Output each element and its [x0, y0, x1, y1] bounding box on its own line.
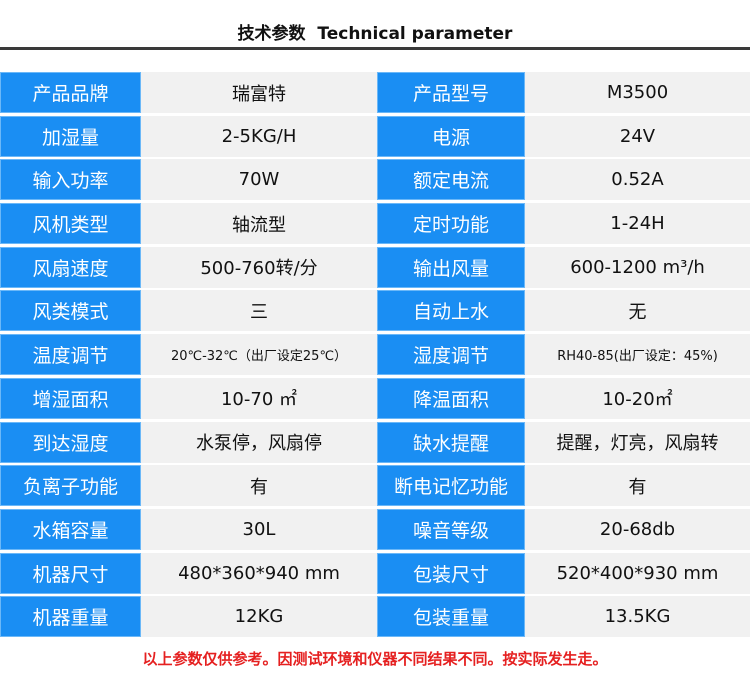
table-row: 机器尺寸 480*360*940 mm 包装尺寸 520*400*930 mm	[0, 552, 750, 597]
spec-label: 额定电流	[377, 159, 525, 201]
spec-value: 有	[525, 465, 750, 507]
spec-label: 包装重量	[377, 596, 525, 638]
spec-value: 0.52A	[525, 159, 750, 201]
table-row: 机器重量 12KG 包装重量 13.5KG	[0, 596, 750, 640]
spec-value: 1-24H	[525, 203, 750, 245]
spec-value: 有	[141, 465, 377, 507]
spec-value: 480*360*940 mm	[141, 552, 377, 594]
spec-label: 噪音等级	[377, 508, 525, 550]
spec-value: 三	[141, 290, 377, 332]
spec-label: 温度调节	[0, 334, 141, 376]
table-row: 到达湿度 水泵停，风扇停 缺水提醒 提醒，灯亮，风扇转	[0, 421, 750, 466]
table-row: 风类模式 三 自动上水 无	[0, 290, 750, 335]
table-row: 负离子功能 有 断电记忆功能 有	[0, 465, 750, 509]
table-row: 输入功率 70W 额定电流 0.52A	[0, 159, 750, 204]
spec-label: 负离子功能	[0, 465, 141, 507]
spec-value: 20-68db	[525, 508, 750, 550]
spec-label: 机器重量	[0, 596, 141, 638]
page-title: 技术参数 Technical parameter	[237, 24, 513, 44]
spec-label: 加湿量	[0, 115, 141, 157]
spec-label: 风扇速度	[0, 246, 141, 288]
spec-label: 输入功率	[0, 159, 141, 201]
spec-value: 10-20㎡	[525, 377, 750, 419]
spec-label: 风机类型	[0, 203, 141, 245]
spec-value: 520*400*930 mm	[525, 552, 750, 594]
spec-label: 输出风量	[377, 246, 525, 288]
title-divider	[0, 47, 750, 50]
spec-table: 产品品牌 瑞富特 产品型号 M3500 加湿量 2-5KG/H 电源 24V 输…	[0, 72, 750, 640]
spec-label: 缺水提醒	[377, 421, 525, 463]
spec-value: 24V	[525, 115, 750, 157]
spec-value: 600-1200 m³/h	[525, 246, 750, 288]
spec-label: 电源	[377, 115, 525, 157]
spec-value: 10-70 ㎡	[141, 377, 377, 419]
spec-value: 无	[525, 290, 750, 332]
spec-label: 湿度调节	[377, 334, 525, 376]
spec-label: 水箱容量	[0, 508, 141, 550]
spec-label: 降温面积	[377, 377, 525, 419]
spec-value: 70W	[141, 159, 377, 201]
spec-label: 产品品牌	[0, 72, 141, 113]
spec-label: 产品型号	[377, 72, 525, 113]
table-row: 温度调节 20℃-32℃（出厂设定25℃） 湿度调节 RH40-85(出厂设定：…	[0, 334, 750, 378]
spec-label: 风类模式	[0, 290, 141, 332]
spec-value: 20℃-32℃（出厂设定25℃）	[141, 334, 377, 376]
spec-label: 机器尺寸	[0, 552, 141, 594]
spec-value: 13.5KG	[525, 596, 750, 638]
spec-value: M3500	[525, 72, 750, 113]
spec-label: 自动上水	[377, 290, 525, 332]
spec-value: 提醒，灯亮，风扇转	[525, 421, 750, 463]
table-row: 风扇速度 500-760转/分 输出风量 600-1200 m³/h	[0, 246, 750, 291]
table-row: 增湿面积 10-70 ㎡ 降温面积 10-20㎡	[0, 377, 750, 422]
spec-value: 2-5KG/H	[141, 115, 377, 157]
spec-label: 增湿面积	[0, 377, 141, 419]
spec-label: 包装尺寸	[377, 552, 525, 594]
spec-value: 500-760转/分	[141, 246, 377, 288]
header: 技术参数 Technical parameter	[0, 0, 750, 52]
spec-value: RH40-85(出厂设定：45%)	[525, 334, 750, 376]
spec-value: 轴流型	[141, 203, 377, 245]
table-row: 风机类型 轴流型 定时功能 1-24H	[0, 203, 750, 247]
spec-value: 30L	[141, 508, 377, 550]
disclaimer-note: 以上参数仅供参考。因测试环境和仪器不同结果不同。按实际发生走。	[142, 650, 608, 668]
spec-value: 瑞富特	[141, 72, 377, 113]
spec-label: 断电记忆功能	[377, 465, 525, 507]
spec-label: 定时功能	[377, 203, 525, 245]
spec-label: 到达湿度	[0, 421, 141, 463]
table-row: 产品品牌 瑞富特 产品型号 M3500	[0, 72, 750, 116]
spec-value: 水泵停，风扇停	[141, 421, 377, 463]
table-row: 水箱容量 30L 噪音等级 20-68db	[0, 508, 750, 553]
spec-value: 12KG	[141, 596, 377, 638]
table-row: 加湿量 2-5KG/H 电源 24V	[0, 115, 750, 160]
